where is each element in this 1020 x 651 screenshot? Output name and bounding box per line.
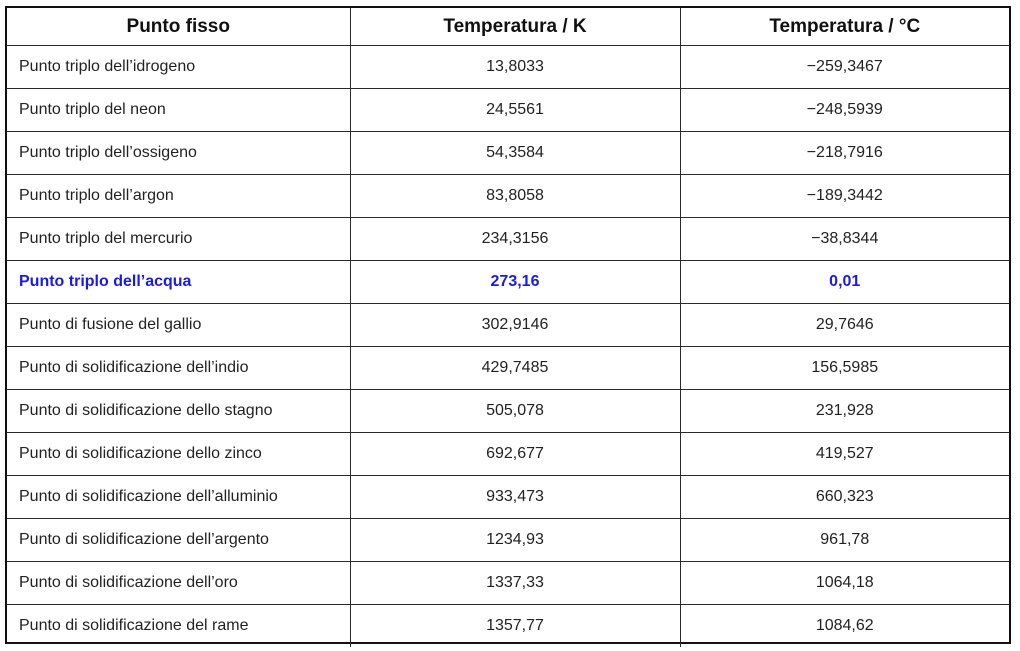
temperature-celsius: 419,527 [679, 432, 1009, 476]
fixed-point-name: Punto di solidificazione dell’oro [7, 561, 351, 605]
temperature-celsius: 231,928 [679, 389, 1009, 433]
fixed-point-name: Punto di solidificazione dello zinco [7, 432, 351, 476]
temperature-kelvin: 933,473 [349, 475, 681, 519]
table-row: Punto di fusione del gallio 302,9146 29,… [7, 303, 1009, 347]
header-temperature-kelvin: Temperatura / K [349, 8, 681, 46]
table-row: Punto di solidificazione dell’alluminio … [7, 475, 1009, 519]
temperature-kelvin: 24,5561 [349, 88, 681, 132]
fixed-point-name: Punto di solidificazione dello stagno [7, 389, 351, 433]
fixed-point-name: Punto triplo dell’argon [7, 174, 351, 218]
table-row: Punto di solidificazione dello zinco 692… [7, 432, 1009, 476]
table-row: Punto di solidificazione del rame 1357,7… [7, 604, 1009, 647]
temperature-celsius: 0,01 [679, 260, 1009, 304]
table-row-highlighted: Punto triplo dell’acqua 273,16 0,01 [7, 260, 1009, 304]
temperature-kelvin: 1357,77 [349, 604, 681, 647]
temperature-kelvin: 1234,93 [349, 518, 681, 562]
table-header-row: Punto fisso Temperatura / K Temperatura … [7, 8, 1009, 46]
temperature-kelvin: 54,3584 [349, 131, 681, 175]
temperature-celsius: 660,323 [679, 475, 1009, 519]
table-row: Punto triplo del mercurio 234,3156 −38,8… [7, 217, 1009, 261]
fixed-point-name: Punto triplo dell’ossigeno [7, 131, 351, 175]
temperature-kelvin: 13,8033 [349, 45, 681, 89]
temperature-celsius: −218,7916 [679, 131, 1009, 175]
temperature-celsius: 29,7646 [679, 303, 1009, 347]
fixed-point-name: Punto di fusione del gallio [7, 303, 351, 347]
table-row: Punto triplo dell’idrogeno 13,8033 −259,… [7, 45, 1009, 89]
fixed-point-name: Punto triplo dell’acqua [7, 260, 351, 304]
temperature-celsius: 156,5985 [679, 346, 1009, 390]
table-row: Punto di solidificazione dell’oro 1337,3… [7, 561, 1009, 605]
fixed-points-table-frame: Punto fisso Temperatura / K Temperatura … [5, 6, 1011, 647]
temperature-kelvin: 1337,33 [349, 561, 681, 605]
temperature-celsius: 1064,18 [679, 561, 1009, 605]
fixed-point-name: Punto triplo dell’idrogeno [7, 45, 351, 89]
table-row: Punto triplo dell’argon 83,8058 −189,344… [7, 174, 1009, 218]
table-row: Punto triplo dell’ossigeno 54,3584 −218,… [7, 131, 1009, 175]
temperature-kelvin: 692,677 [349, 432, 681, 476]
temperature-kelvin: 234,3156 [349, 217, 681, 261]
table-row: Punto di solidificazione dell’indio 429,… [7, 346, 1009, 390]
temperature-kelvin: 429,7485 [349, 346, 681, 390]
temperature-celsius: −38,8344 [679, 217, 1009, 261]
fixed-point-name: Punto di solidificazione dell’indio [7, 346, 351, 390]
fixed-points-table: Punto fisso Temperatura / K Temperatura … [7, 8, 1009, 647]
temperature-celsius: 1084,62 [679, 604, 1009, 647]
table-row: Punto di solidificazione dello stagno 50… [7, 389, 1009, 433]
table-row: Punto di solidificazione dell’argento 12… [7, 518, 1009, 562]
temperature-kelvin: 273,16 [349, 260, 681, 304]
table-row: Punto triplo del neon 24,5561 −248,5939 [7, 88, 1009, 132]
fixed-point-name: Punto triplo del neon [7, 88, 351, 132]
header-temperature-celsius: Temperatura / °C [679, 8, 1009, 46]
fixed-point-name: Punto di solidificazione dell’alluminio [7, 475, 351, 519]
temperature-kelvin: 505,078 [349, 389, 681, 433]
fixed-point-name: Punto di solidificazione del rame [7, 604, 351, 647]
temperature-celsius: −248,5939 [679, 88, 1009, 132]
header-fixed-point: Punto fisso [7, 8, 351, 46]
fixed-point-name: Punto triplo del mercurio [7, 217, 351, 261]
temperature-celsius: −189,3442 [679, 174, 1009, 218]
temperature-celsius: 961,78 [679, 518, 1009, 562]
temperature-kelvin: 302,9146 [349, 303, 681, 347]
temperature-kelvin: 83,8058 [349, 174, 681, 218]
temperature-celsius: −259,3467 [679, 45, 1009, 89]
fixed-point-name: Punto di solidificazione dell’argento [7, 518, 351, 562]
